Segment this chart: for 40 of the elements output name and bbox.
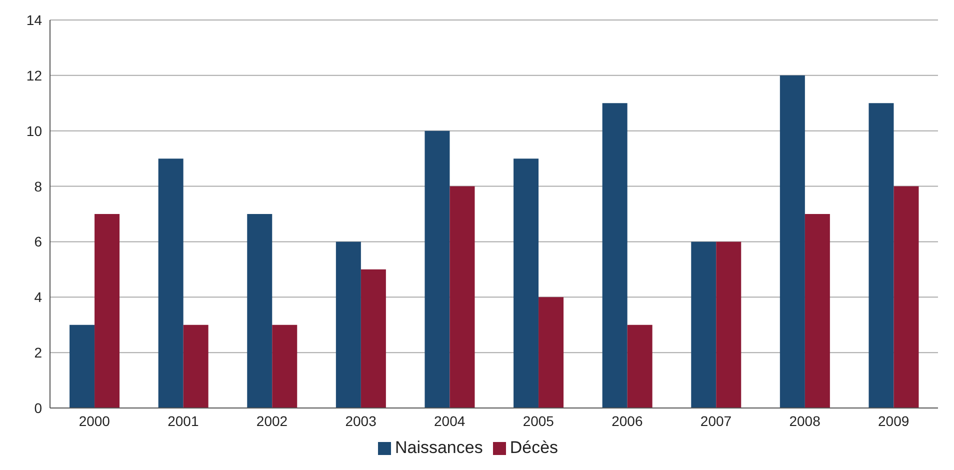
legend-label: Décès	[510, 438, 558, 457]
x-tick-label: 2004	[434, 412, 466, 429]
y-tick-label: 10	[26, 122, 42, 139]
bar	[894, 186, 919, 408]
x-tick-label: 2007	[700, 412, 732, 429]
y-tick-label: 14	[26, 12, 42, 28]
bar	[602, 103, 628, 408]
y-tick-label: 0	[34, 400, 42, 416]
bar	[868, 103, 894, 408]
y-tick-label: 6	[34, 234, 42, 250]
x-tick-label: 2003	[345, 412, 377, 429]
bar	[691, 242, 716, 408]
bar	[272, 324, 298, 408]
legend-label: Naissances	[394, 438, 483, 457]
x-tick-label: 2002	[256, 412, 288, 429]
bar	[538, 297, 564, 408]
bar	[804, 214, 830, 408]
bar	[780, 75, 805, 408]
y-tick-label: 8	[34, 178, 42, 194]
x-tick-label: 2001	[168, 412, 199, 429]
bar	[627, 324, 652, 408]
bar	[247, 214, 272, 408]
bar	[158, 158, 184, 408]
y-tick-label: 4	[34, 289, 42, 306]
bar	[360, 269, 386, 408]
x-tick-label: 2005	[522, 412, 554, 429]
x-tick-label: 2008	[789, 412, 821, 429]
bar	[70, 324, 95, 408]
y-tick-label: 12	[26, 67, 42, 84]
bar	[94, 214, 120, 408]
y-tick-label: 2	[34, 344, 42, 361]
bar	[716, 242, 742, 408]
x-tick-label: 2000	[78, 412, 110, 429]
bar	[450, 186, 475, 408]
bar	[183, 324, 208, 408]
bar	[514, 158, 539, 408]
bar	[424, 130, 450, 408]
x-tick-label: 2006	[612, 412, 643, 429]
bar	[336, 242, 361, 408]
x-tick-label: 2009	[878, 412, 910, 429]
